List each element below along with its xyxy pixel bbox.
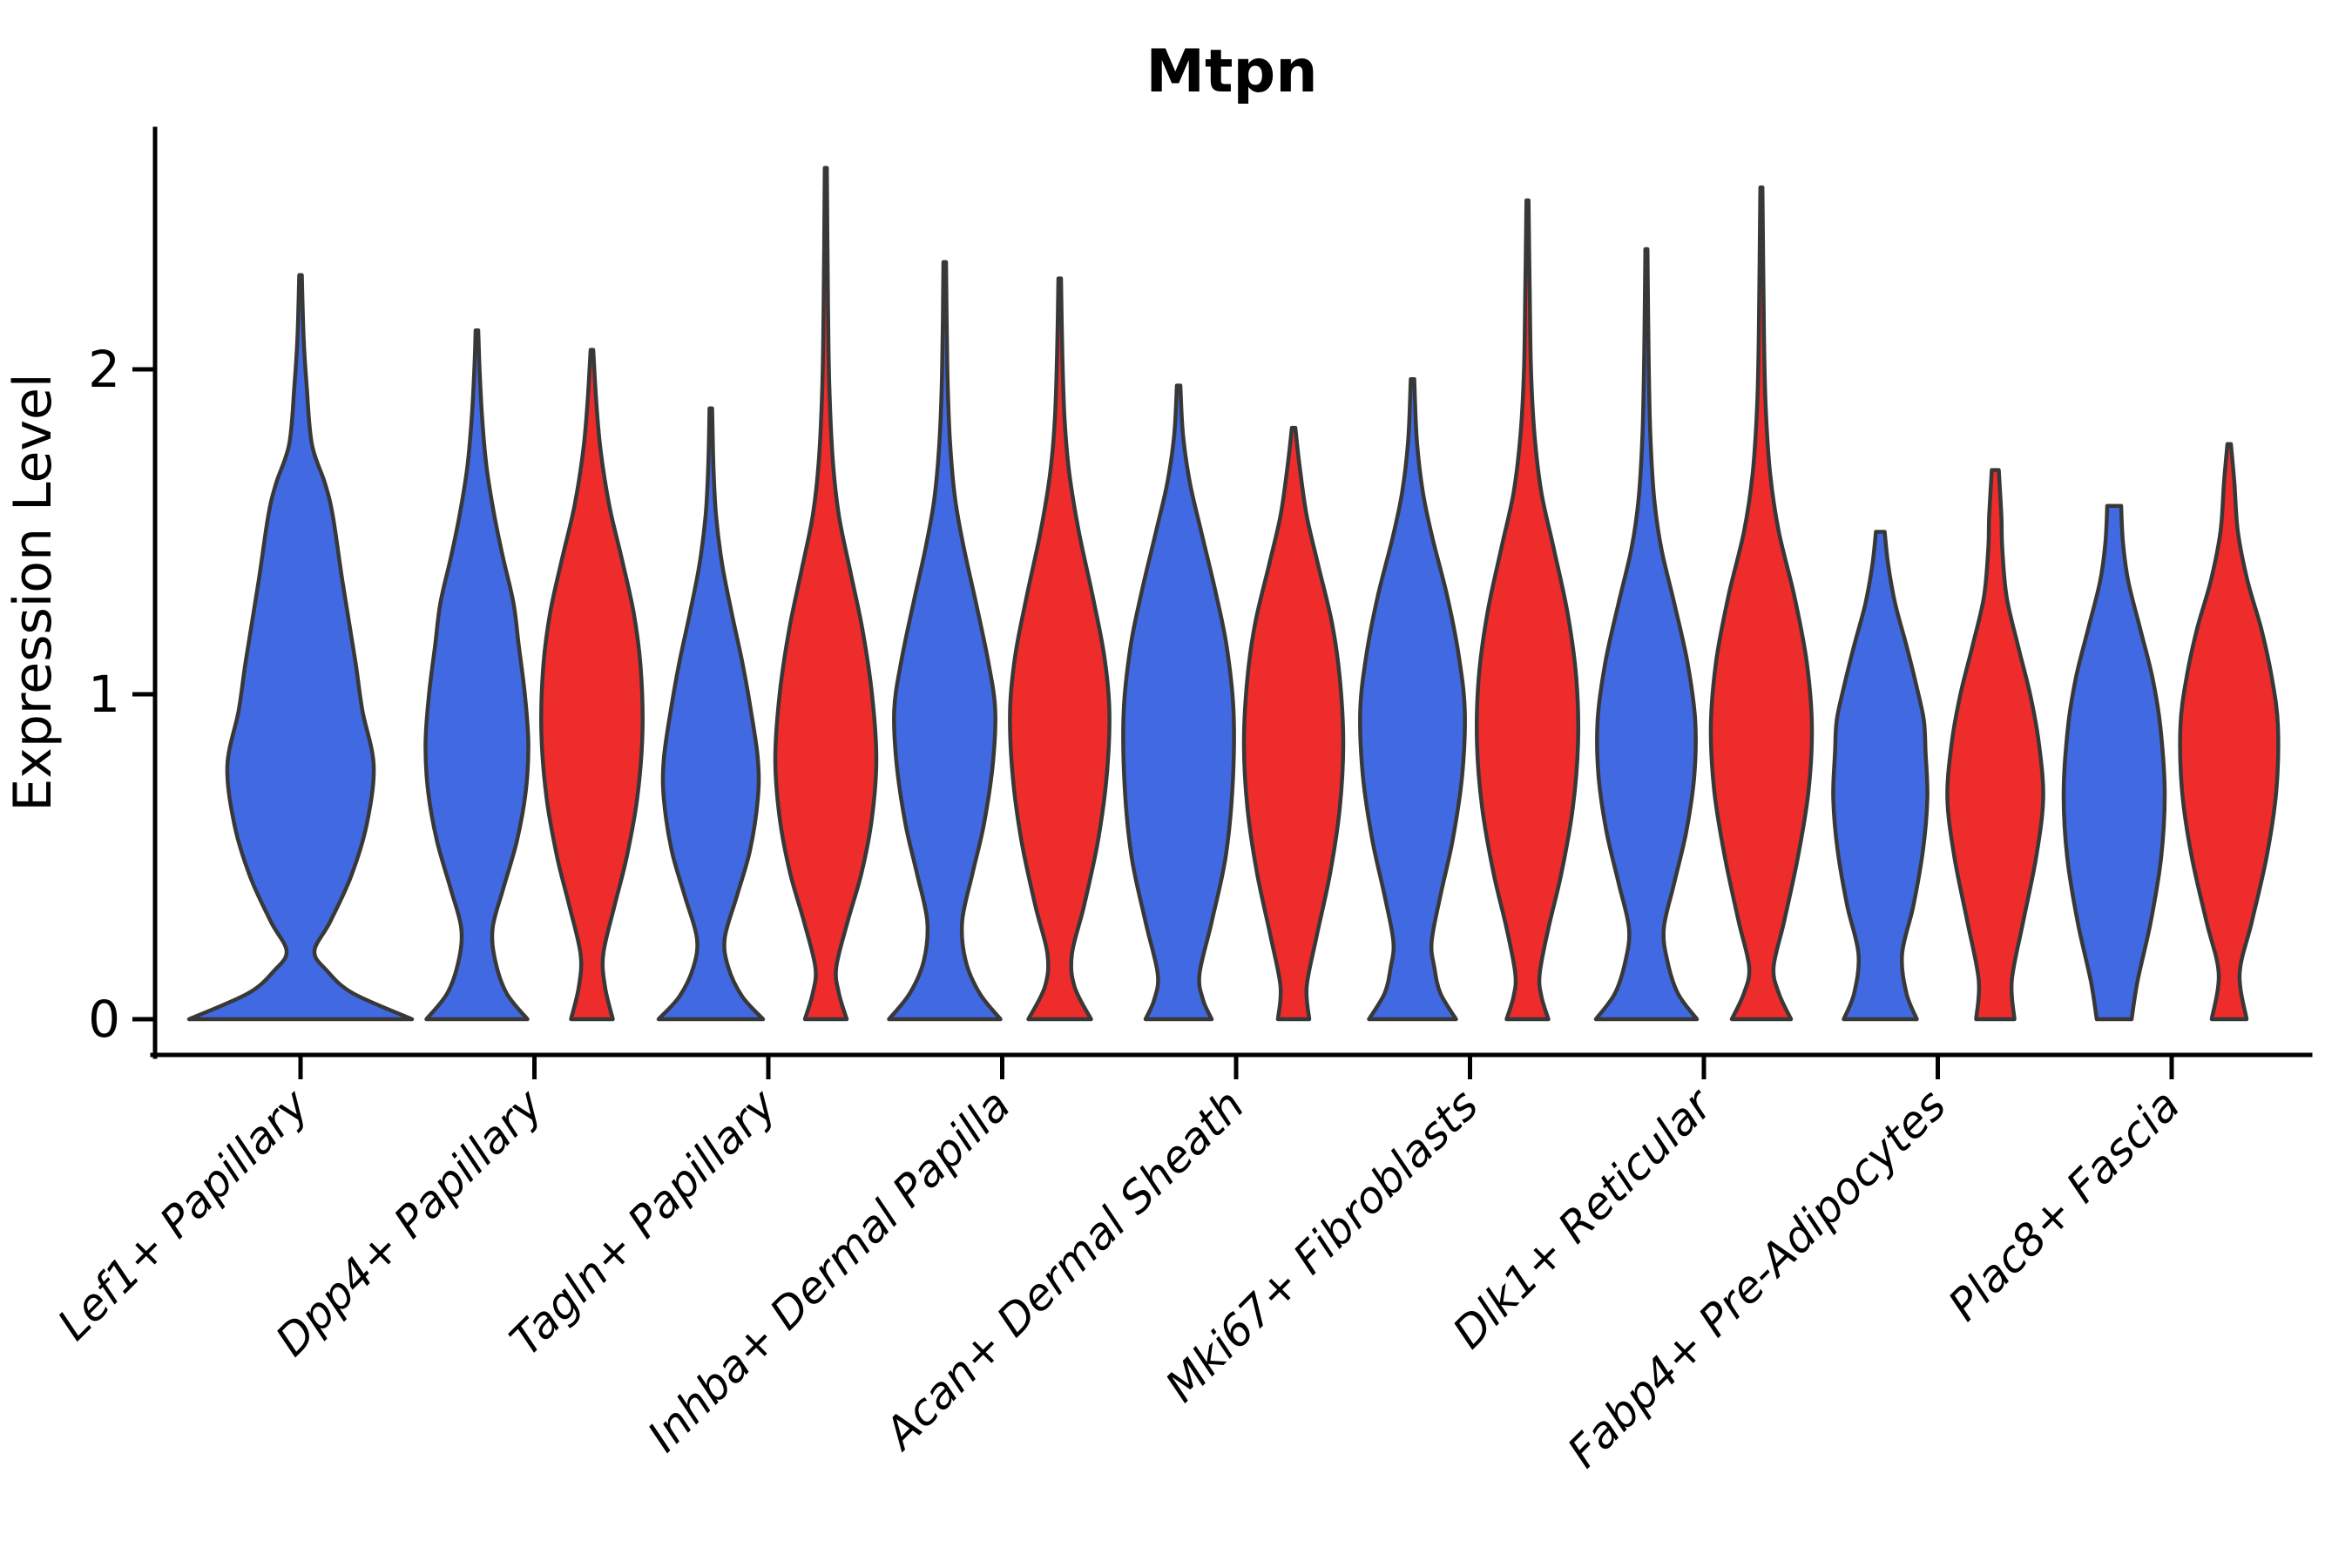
violin-inhba-dermal-papilla-red bbox=[1008, 276, 1112, 1022]
violin-tagln-papillary-red bbox=[773, 166, 879, 1022]
y-tick-label-1: 1 bbox=[88, 665, 120, 724]
y-tick-label-2: 2 bbox=[88, 340, 120, 399]
violin-fabp4-pre-adipocytes-red bbox=[1945, 468, 2045, 1022]
x-tick-label-fabp4-pre-adipocytes: Fabp4+ Pre-Adipocytes bbox=[1558, 1079, 1956, 1477]
violin-acan-dermal-sheath-blue bbox=[1121, 383, 1236, 1022]
x-tick-label-plac8-fascia: Plac8+ Fascia bbox=[1939, 1079, 2190, 1330]
x-ticks bbox=[298, 1055, 2174, 1079]
violin-plac8-fascia-red bbox=[2178, 442, 2281, 1022]
y-axis-title: Expression Level bbox=[3, 373, 64, 811]
violin-tagln-papillary-blue bbox=[656, 406, 766, 1022]
violin-plac8-fascia-blue bbox=[2061, 504, 2167, 1022]
violin-acan-dermal-sheath-red bbox=[1241, 425, 1346, 1022]
x-tick-label-dlk1-reticular: Dlk1+ Reticular bbox=[1443, 1078, 1724, 1358]
violin-shapes bbox=[186, 166, 2281, 1022]
y-tick-label-0: 0 bbox=[88, 990, 120, 1049]
violin-mki67-fibroblasts-blue bbox=[1358, 376, 1467, 1022]
violin-lef1-papillary-blue bbox=[186, 273, 415, 1022]
violin-mki67-fibroblasts-red bbox=[1474, 198, 1581, 1022]
violin-dpp4-papillary-blue bbox=[423, 328, 531, 1022]
x-tick-label-lef1-papillary: Lef1+ Papillary bbox=[48, 1078, 319, 1349]
violin-dlk1-reticular-blue bbox=[1593, 247, 1700, 1022]
page-title: Mtpn bbox=[1146, 37, 1317, 106]
y-axis: 0 1 2 bbox=[88, 126, 158, 1059]
violin-dlk1-reticular-red bbox=[1708, 185, 1815, 1022]
violin-fabp4-pre-adipocytes-blue bbox=[1831, 530, 1930, 1022]
violin-inhba-dermal-papilla-blue bbox=[887, 260, 1003, 1022]
violin-dpp4-papillary-red bbox=[539, 348, 645, 1022]
